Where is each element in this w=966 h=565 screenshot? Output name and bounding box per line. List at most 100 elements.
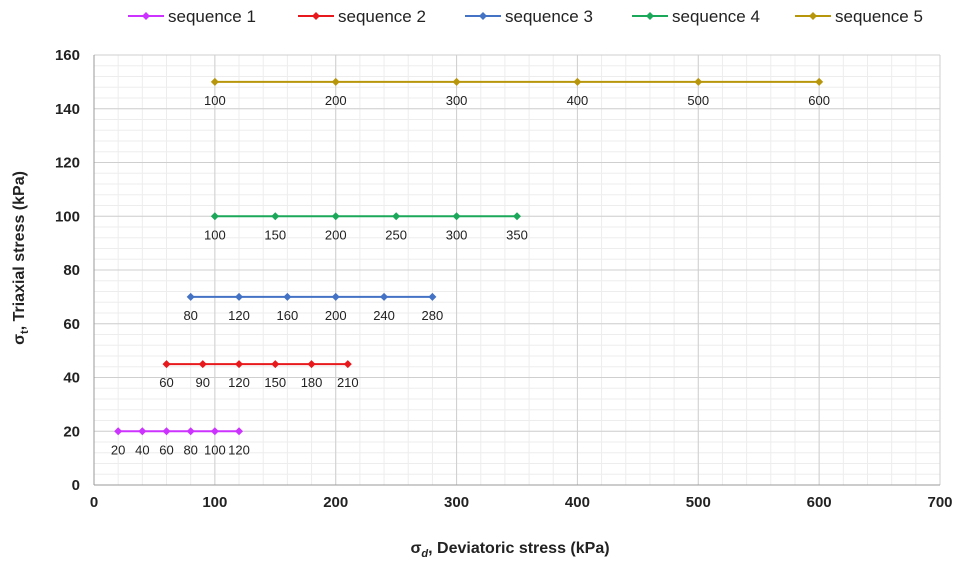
legend: sequence 1 sequence 2 sequence 3 sequence 4… — [128, 7, 923, 26]
data-point — [307, 360, 316, 369]
data-point — [235, 292, 244, 301]
x-tick-label: 200 — [323, 494, 348, 511]
data-point — [331, 212, 340, 221]
data-point — [428, 292, 437, 301]
x-tick-label: 300 — [444, 494, 469, 511]
legend-marker — [809, 12, 817, 20]
data-label: 280 — [422, 308, 444, 323]
data-point — [235, 427, 244, 436]
y-axis-label-symbol: σ — [11, 334, 28, 345]
data-label: 400 — [567, 93, 589, 108]
axes — [93, 55, 940, 486]
series-3: 80 120 160 200 240 280 — [183, 292, 444, 323]
data-label: 90 — [196, 375, 210, 390]
data-label: 200 — [325, 308, 347, 323]
y-tick-label: 100 — [55, 208, 80, 225]
data-label: 150 — [264, 227, 286, 242]
legend-marker — [646, 12, 654, 20]
data-label: 240 — [373, 308, 395, 323]
data-label: 100 — [204, 227, 226, 242]
y-tick-label: 20 — [63, 423, 80, 440]
legend-label: sequence 4 — [672, 7, 760, 26]
y-tick-label: 140 — [55, 101, 80, 118]
data-point — [452, 77, 461, 86]
y-axis-label: σt, Triaxial stress (kPa) — [11, 171, 31, 345]
legend-item-5: sequence 5 — [795, 7, 923, 26]
legend-label: sequence 3 — [505, 7, 593, 26]
data-label: 500 — [687, 93, 709, 108]
data-label: 250 — [385, 227, 407, 242]
y-tick-label: 120 — [55, 155, 80, 172]
data-label: 40 — [135, 442, 149, 457]
data-label: 20 — [111, 442, 125, 457]
legend-marker — [479, 12, 487, 20]
data-point — [343, 360, 352, 369]
x-axis-label-subscript: d — [421, 548, 428, 560]
legend-label: sequence 2 — [338, 7, 426, 26]
y-tick-label: 60 — [63, 316, 80, 333]
legend-label: sequence 1 — [168, 7, 256, 26]
data-point — [573, 77, 582, 86]
legend-marker — [312, 12, 320, 20]
x-tick-label: 100 — [202, 494, 227, 511]
y-axis-label-subscript: t — [19, 330, 31, 334]
data-label: 300 — [446, 227, 468, 242]
series-4: 100 150 200 250 300 350 — [204, 212, 528, 242]
x-tick-label: 0 — [90, 494, 98, 511]
data-point — [210, 77, 219, 86]
legend-marker — [142, 12, 150, 20]
series-2: 60 90 120 150 180 210 — [159, 360, 359, 390]
data-point — [138, 427, 147, 436]
data-point — [452, 212, 461, 221]
data-label: 80 — [183, 308, 197, 323]
data-point — [331, 77, 340, 86]
data-point — [331, 292, 340, 301]
data-point — [815, 77, 824, 86]
data-label: 60 — [159, 375, 173, 390]
data-point — [392, 212, 401, 221]
data-label: 160 — [277, 308, 299, 323]
data-point — [186, 427, 195, 436]
x-tick-label: 700 — [927, 494, 952, 511]
legend-item-2: sequence 2 — [298, 7, 426, 26]
legend-item-1: sequence 1 — [128, 7, 256, 26]
series-1: 20 40 60 80 100 120 — [111, 427, 250, 457]
data-point — [271, 360, 280, 369]
data-point — [186, 292, 195, 301]
data-label: 180 — [301, 375, 323, 390]
data-label: 210 — [337, 375, 359, 390]
y-tick-label: 80 — [63, 262, 80, 279]
legend-item-4: sequence 4 — [632, 7, 760, 26]
data-label: 120 — [228, 375, 250, 390]
y-tick-label: 160 — [55, 47, 80, 64]
data-point — [235, 360, 244, 369]
x-tick-label: 500 — [686, 494, 711, 511]
data-label: 60 — [159, 442, 173, 457]
data-label: 80 — [183, 442, 197, 457]
data-label: 150 — [264, 375, 286, 390]
data-label: 200 — [325, 227, 347, 242]
data-point — [198, 360, 207, 369]
legend-label: sequence 5 — [835, 7, 923, 26]
data-label: 350 — [506, 227, 528, 242]
x-axis-label-symbol: σ — [410, 540, 421, 557]
data-label: 100 — [204, 93, 226, 108]
y-tick-label: 40 — [63, 370, 80, 387]
data-point — [283, 292, 292, 301]
x-axis-label: σd, Deviatoric stress (kPa) — [410, 540, 609, 560]
data-point — [513, 212, 521, 221]
x-tick-label: 600 — [807, 494, 832, 511]
series-5: 100 200 300 400 500 600 — [204, 77, 830, 108]
data-point — [210, 212, 219, 221]
data-label: 100 — [204, 442, 226, 457]
data-point — [114, 427, 123, 436]
data-point — [380, 292, 389, 301]
x-axis-label-text: , Deviatoric stress (kPa) — [428, 540, 609, 557]
data-label: 300 — [446, 93, 468, 108]
data-label: 600 — [808, 93, 830, 108]
data-point — [162, 360, 171, 369]
data-point — [162, 427, 171, 436]
data-point — [210, 427, 219, 436]
data-point — [271, 212, 280, 221]
